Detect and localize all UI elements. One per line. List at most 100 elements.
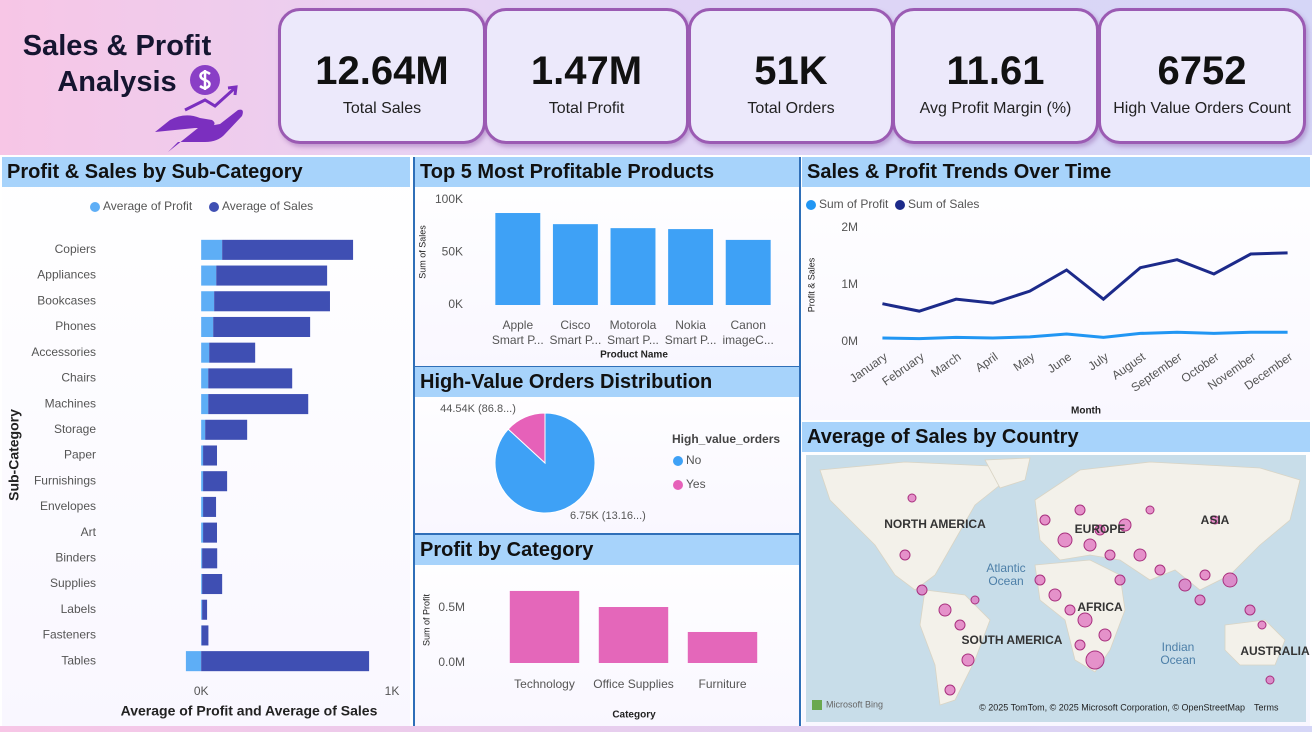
x-tick-label: July: [1085, 350, 1111, 374]
x-tick-label: Furniture: [698, 677, 747, 691]
map-bubble: [938, 603, 952, 617]
bar: [209, 342, 256, 363]
y-tick-label: Paper: [64, 448, 96, 462]
map-bubble: [1074, 639, 1086, 651]
y-tick-label: Envelopes: [40, 499, 96, 513]
legend-title: High_value_orders: [672, 432, 780, 446]
x-axis-title: Category: [612, 710, 656, 721]
kpi-card: 51K Total Orders: [688, 8, 894, 144]
label-box: Atlantic Ocean: [986, 562, 1025, 588]
bar: [214, 291, 330, 312]
legend-swatch: [673, 480, 683, 490]
y-axis-title: Sum of Profit: [421, 593, 431, 646]
legend-swatch: [209, 202, 219, 212]
bar: [202, 599, 208, 620]
legend-label: Sum of Profit: [819, 197, 889, 211]
bar: [610, 228, 656, 305]
bar: [185, 651, 202, 672]
x-tick-label: Cisco Smart P...: [549, 318, 602, 347]
bar: [201, 651, 370, 672]
legend-swatch: [90, 202, 100, 212]
bar: [201, 496, 204, 517]
legend-label: Average of Sales: [222, 199, 313, 213]
map-bubble: [1098, 628, 1112, 642]
bar: [202, 574, 223, 595]
legend-label: Average of Profit: [103, 199, 193, 213]
y-tick-label: Supplies: [50, 576, 96, 590]
panel-title: Average of Sales by Country: [802, 422, 1310, 452]
bar: [213, 316, 311, 337]
y-tick-label: Art: [81, 525, 97, 539]
legend-label: Sum of Sales: [908, 197, 979, 211]
y-tick-label: 0.5M: [438, 600, 465, 614]
legend-swatch: [895, 200, 905, 210]
map-bubble: [1077, 612, 1093, 628]
label-box: Technology: [514, 677, 575, 691]
bar: [202, 548, 218, 569]
map-bubble: [1118, 518, 1132, 532]
y-tick-label: 0M: [841, 334, 858, 348]
map-bubble: [961, 653, 975, 667]
bar: [201, 419, 206, 440]
x-tick-label: Apple Smart P...: [491, 318, 544, 347]
bar: [509, 590, 580, 663]
bar: [552, 224, 598, 305]
y-tick-label: Chairs: [61, 371, 96, 385]
x-tick-label: Nokia Smart P...: [664, 318, 717, 347]
map-bubble: [916, 584, 928, 596]
y-tick-label: Storage: [54, 422, 96, 436]
y-tick-label: Fasteners: [43, 628, 96, 642]
map-bubble: [907, 493, 917, 503]
bar: [201, 574, 203, 595]
label-box: Indian Ocean: [1160, 641, 1196, 667]
map-bubble: [970, 595, 980, 605]
map-label: Indian Ocean: [1160, 641, 1196, 667]
map-label: SOUTH AMERICA: [962, 633, 1063, 647]
map-bubble: [1178, 578, 1192, 592]
kpi-card: 6752 High Value Orders Count: [1098, 8, 1306, 144]
data-label: 44.54K (86.8...): [440, 403, 516, 415]
y-tick-label: Accessories: [31, 345, 96, 359]
x-tick-label: February: [879, 350, 926, 389]
kpi-value: 1.47M: [530, 49, 643, 93]
dashboard-title: Sales & Profit Analysis: [22, 30, 212, 98]
data-label: 6.75K (13.16...): [570, 510, 646, 522]
y-tick-label: 0K: [448, 297, 463, 311]
y-tick-label: 100K: [435, 192, 463, 206]
map-bubble: [1085, 650, 1105, 670]
bar: [201, 342, 210, 363]
panel: [802, 157, 1310, 420]
map-label: AFRICA: [1077, 600, 1123, 614]
x-tick-label: Canon imageC...: [722, 318, 774, 347]
x-tick-label: Office Supplies: [593, 677, 674, 691]
map-bubble: [1154, 564, 1166, 576]
bar: [201, 625, 209, 646]
map-bubble: [1145, 505, 1155, 515]
y-tick-label: 0.0M: [438, 655, 465, 669]
y-tick-label: 50K: [442, 245, 463, 259]
kpi-value: 51K: [754, 49, 828, 93]
bar: [201, 239, 223, 260]
map-label: AUSTRALIA: [1240, 644, 1310, 658]
map-bubble: [1064, 604, 1076, 616]
bar: [203, 522, 218, 543]
y-tick-label: 2M: [841, 220, 858, 234]
map-bubble: [1265, 675, 1275, 685]
pie-slice: [507, 412, 546, 465]
x-tick-label: March: [928, 350, 963, 381]
panel-title: High-Value Orders Distribution: [415, 367, 799, 397]
map-bubble: [944, 684, 956, 696]
map-bubble: [1222, 572, 1238, 588]
x-axis-title: Month: [1071, 406, 1101, 417]
map-bubble: [1034, 574, 1046, 586]
map-bubble: [954, 619, 966, 631]
bar: [687, 631, 758, 663]
map-bubble: [1199, 569, 1211, 581]
map-bubble: [1257, 620, 1267, 630]
map-bubble: [1074, 504, 1086, 516]
y-tick-label: Binders: [55, 550, 96, 564]
bar: [201, 471, 204, 492]
label-box: Office Supplies: [593, 677, 674, 691]
map-bubble: [1210, 515, 1220, 525]
